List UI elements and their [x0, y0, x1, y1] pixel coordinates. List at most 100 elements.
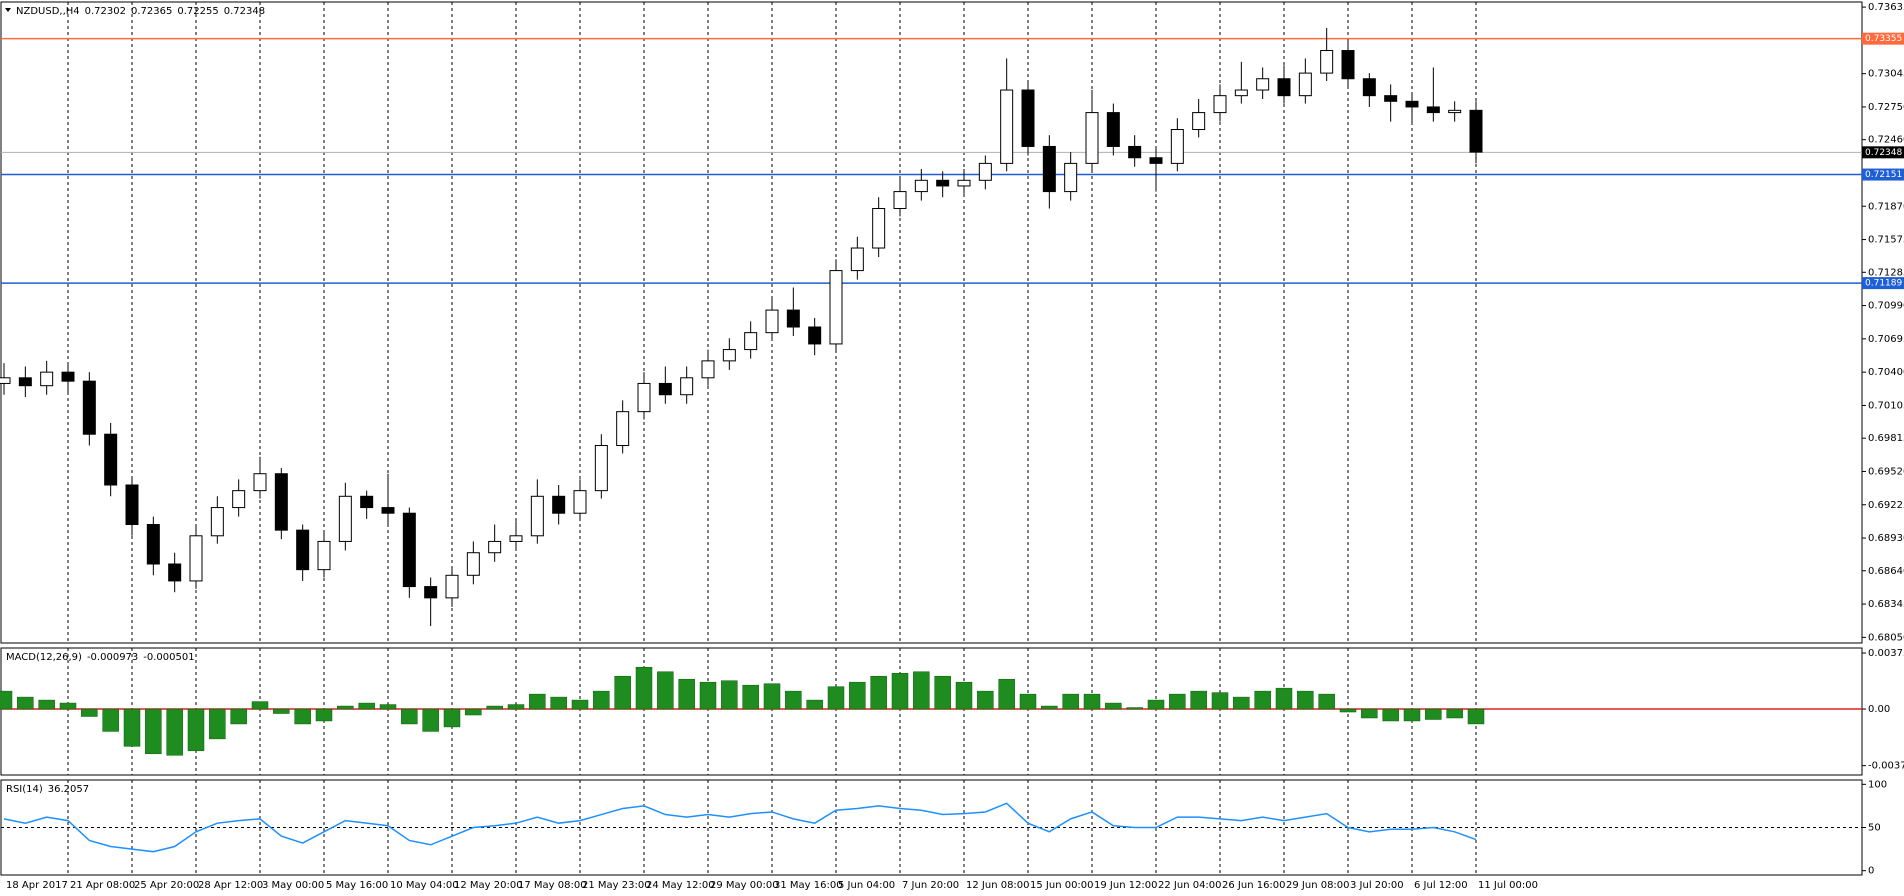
y-tick-label: 0.71285 — [1868, 267, 1904, 278]
candle-body — [104, 433, 118, 486]
macd-bar — [1083, 693, 1101, 710]
header-value: 0.72348 — [224, 6, 265, 17]
y-tick-label: 0.003754 — [1868, 648, 1904, 659]
time-label: 21 Apr 08:00 — [70, 880, 135, 891]
candle-body — [61, 371, 75, 382]
candle-body — [786, 309, 800, 328]
time-label: 26 Jun 16:00 — [1222, 880, 1286, 891]
macd-bar — [1254, 690, 1271, 710]
macd-bar — [742, 684, 759, 710]
candle-body — [1320, 50, 1334, 74]
header-value: -0.000973 — [87, 652, 138, 663]
time-label: 31 May 16:00 — [774, 880, 843, 891]
macd-bar — [1297, 690, 1314, 710]
time-label: 25 Apr 20:00 — [134, 880, 199, 891]
candle-body — [1170, 129, 1184, 164]
macd-bar — [614, 675, 631, 710]
macd-bar — [550, 696, 567, 710]
candle-body — [1000, 89, 1014, 164]
candle-body — [1277, 78, 1291, 97]
macd-bar — [123, 708, 141, 747]
candle-body — [1234, 89, 1248, 97]
candle-body — [1192, 112, 1206, 131]
macd-bar — [806, 699, 823, 710]
macd-bar — [251, 701, 269, 710]
macd-bar — [145, 708, 162, 755]
candle-body — [232, 490, 246, 509]
macd-bar — [59, 702, 77, 710]
panel-title: NZDUSD,,H4 — [16, 6, 80, 17]
macd-bar — [38, 699, 55, 710]
candle-body — [914, 179, 928, 193]
header-value: -0.000501 — [143, 652, 194, 663]
macd-bar — [1361, 708, 1378, 719]
macd-bar — [955, 681, 973, 710]
candle-body — [168, 563, 182, 582]
time-label: 28 Apr 12:00 — [198, 880, 263, 891]
time-label: 6 Jul 12:00 — [1414, 880, 1468, 891]
candle-body — [680, 377, 694, 396]
candle-body — [1106, 112, 1120, 147]
level-label-bg — [1862, 32, 1904, 45]
candle-body — [594, 445, 608, 492]
time-label: 12 Jun 08:00 — [966, 880, 1030, 891]
macd-bar — [315, 708, 333, 722]
macd-bar — [1403, 708, 1421, 722]
macd-bar — [1211, 692, 1229, 710]
candle-body — [552, 495, 566, 514]
macd-bar — [785, 690, 802, 710]
candle-body — [765, 309, 779, 334]
y-tick-label: 0.73635 — [1868, 2, 1904, 13]
y-tick-label: 0.69815 — [1868, 433, 1904, 444]
macd-bar — [1467, 708, 1485, 725]
candle-body — [40, 371, 54, 387]
candle-body — [488, 540, 502, 554]
candle-body — [1085, 112, 1099, 164]
time-label: 12 May 20:00 — [454, 880, 523, 891]
candle-body — [573, 490, 587, 514]
level-label: 0.72151 — [1865, 170, 1902, 180]
time-label: 3 Jul 20:00 — [1350, 880, 1404, 891]
candle-body — [1384, 95, 1398, 102]
macd-bar — [870, 675, 887, 710]
macd-bar — [1169, 693, 1186, 710]
macd-bar — [1233, 696, 1250, 710]
y-tick-label: -0.003792 — [1868, 761, 1904, 772]
candle-body — [893, 191, 907, 210]
candle-body — [1042, 145, 1056, 193]
time-label: 3 May 00:00 — [262, 880, 324, 891]
macd-bar — [913, 671, 930, 710]
time-label: 5 Jun 04:00 — [838, 880, 895, 891]
candle-body — [978, 162, 992, 181]
time-label: 29 Jun 08:00 — [1286, 880, 1350, 891]
macd-bar — [102, 708, 119, 732]
macd-bar — [571, 699, 589, 710]
candle-body — [1064, 162, 1078, 193]
candle-body — [936, 179, 950, 187]
macd-bar — [401, 708, 418, 725]
header-value: 0.72255 — [177, 6, 218, 17]
candle-body — [338, 495, 352, 542]
time-label: 21 May 23:00 — [582, 880, 651, 891]
candle-body — [1362, 78, 1376, 97]
macd-bar — [358, 702, 375, 710]
macd-bar — [465, 708, 482, 716]
macd-bar — [1446, 708, 1463, 719]
candle-body — [701, 360, 715, 379]
candle-body — [1021, 89, 1035, 147]
current-price-label: 0.72348 — [1865, 148, 1902, 158]
macd-bar — [593, 690, 610, 710]
macd-bar — [998, 678, 1015, 710]
macd-bar — [1425, 708, 1442, 720]
macd-bar — [17, 696, 34, 710]
time-label: 5 May 16:00 — [326, 880, 388, 891]
header-value: 0.72302 — [85, 6, 126, 17]
candle-body — [466, 552, 480, 576]
macd-bar — [699, 681, 717, 710]
time-label: 15 Jun 00:00 — [1030, 880, 1094, 891]
